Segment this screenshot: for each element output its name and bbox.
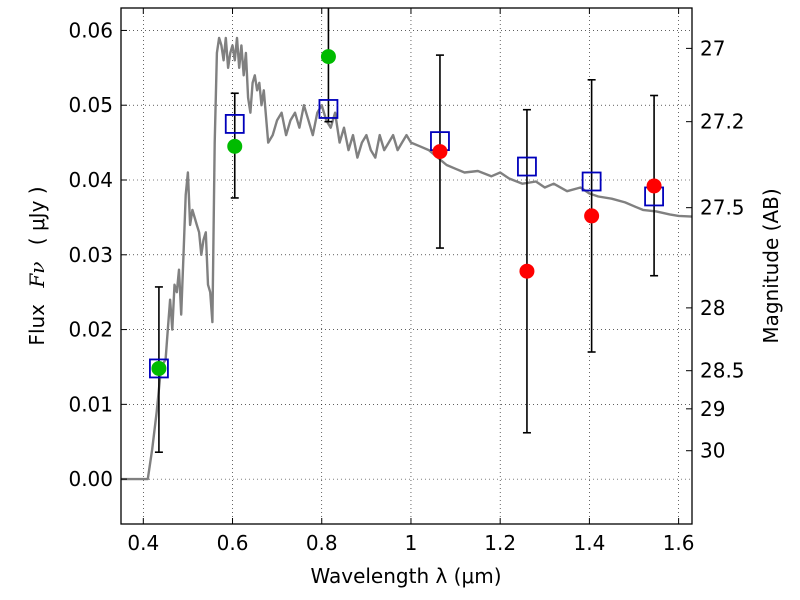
y2-tick-label: 28.5 [700,359,745,383]
y-ticks: 0.00 0.01 0.02 0.03 0.04 0.05 0.06 [68,18,127,491]
observed-point [519,263,535,279]
observed-point [584,208,600,224]
errorbar-layer [154,8,659,454]
plot-frame [120,7,693,525]
x-tick-label: 1.4 [573,531,605,555]
y2-tick-label: 28 [700,296,725,320]
y-tick-label: 0.05 [68,93,113,117]
y-axis-label-unit: ( μJy ) [25,186,49,245]
x-tick-label: 0.4 [127,531,159,555]
model-point [517,156,537,177]
y-axis-label: Flux Fν ( μJy ) [25,186,49,345]
observed-point [227,138,243,154]
marker-layer [149,49,664,379]
observed-point [432,144,448,160]
svg-text:Flux Fν ( μJy ): Flux Fν ( μJy ) [25,186,49,345]
sed-line-layer [121,36,693,481]
model-point [224,114,245,134]
x-tick-label: 0.8 [306,531,338,555]
y-tick-label: 0.00 [68,467,113,491]
y-tick-label: 0.04 [68,168,113,192]
y2-tick-label: 27 [700,36,725,60]
y-tick-label: 0.06 [68,18,113,42]
y2-ticks: 27 27.2 27.5 28 28.5 29 30 [686,36,745,463]
y-axis-label-text: Flux [25,304,49,346]
y2-axis-label: Magnitude (AB) [759,188,783,343]
model-point [318,99,339,119]
model-point [149,358,169,379]
x-tick-label: 0.6 [217,531,249,555]
x-tick-label: 1 [405,531,418,555]
model-point [581,171,602,192]
y-tick-label: 0.01 [68,392,113,416]
y-axis-label-symbol: Fν [25,262,49,289]
observed-point [151,360,167,376]
observed-point [646,178,662,194]
y-tick-label: 0.02 [68,318,113,342]
x-tick-label: 1.2 [484,531,516,555]
sed-template-line [121,36,693,481]
x-axis-label: Wavelength λ (μm) [310,564,501,588]
x-ticks: 0.4 0.6 0.8 1 1.2 1.4 1.6 [127,8,695,555]
y-tick-label: 0.03 [68,243,113,267]
y2-tick-label: 27.2 [700,110,745,134]
y2-tick-label: 29 [700,397,725,421]
y2-tick-label: 27.5 [700,196,745,220]
x-tick-label: 1.6 [663,531,695,555]
observed-point [320,49,336,65]
y2-tick-label: 30 [700,439,725,463]
